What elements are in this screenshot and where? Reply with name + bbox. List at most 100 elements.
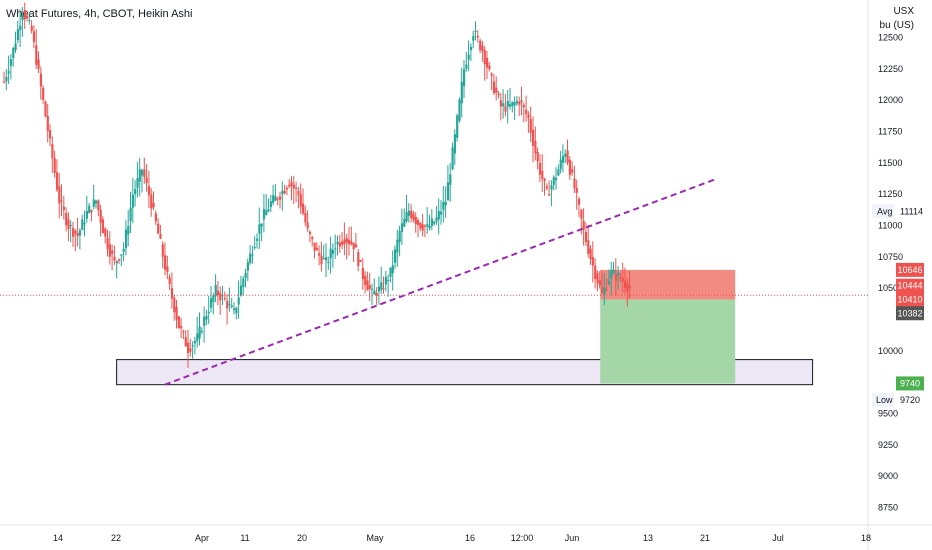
candle-body — [134, 189, 137, 195]
candle-body — [230, 305, 233, 307]
candle-body — [313, 242, 316, 251]
y-tick-label: 9250 — [878, 440, 898, 450]
low-label: Low — [876, 395, 893, 405]
candle-body — [5, 76, 8, 82]
candle-body — [361, 267, 364, 280]
last-price-tag: 10444 — [897, 281, 922, 291]
candle-body — [154, 213, 157, 222]
trendline[interactable] — [164, 177, 718, 386]
candle-body — [21, 14, 24, 21]
candle-body — [161, 244, 164, 257]
target-price-tag: 9740 — [900, 378, 920, 388]
candle-body — [51, 144, 54, 159]
candle-body — [177, 316, 180, 328]
candle-body — [166, 266, 169, 273]
candle-body — [35, 45, 38, 65]
candle-body — [440, 211, 443, 215]
candle-body — [548, 194, 551, 196]
candle-body — [511, 101, 514, 107]
unit-label-2: bu (US) — [879, 20, 914, 31]
candle-body — [16, 29, 19, 41]
candle-body — [288, 184, 291, 187]
candle-body — [463, 69, 466, 87]
candle-body — [497, 93, 500, 95]
candle-body — [458, 99, 461, 121]
take-profit-zone[interactable] — [600, 299, 736, 384]
candle-body — [589, 248, 592, 260]
candle-body — [196, 333, 199, 341]
stop-price-tag: 10646 — [897, 265, 922, 275]
candle-body — [587, 240, 590, 254]
candle-body — [272, 195, 275, 203]
x-tick-label: Apr — [195, 533, 209, 543]
candle-body — [368, 285, 371, 289]
y-tick-label: 10500 — [878, 283, 903, 293]
candle-body — [95, 200, 98, 204]
stop-price-tag-bg — [896, 262, 924, 277]
candle-body — [561, 156, 565, 163]
candle-body — [624, 280, 627, 288]
candle-body — [58, 186, 61, 204]
x-tick-label: 21 — [700, 533, 710, 543]
candle-body — [460, 81, 463, 104]
candle-body — [78, 230, 82, 236]
candle-body — [348, 239, 351, 245]
chart-title: Wheat Futures, 4h, CBOT, Heikin Ashi — [6, 8, 193, 20]
candle-body — [442, 202, 445, 210]
candle-body — [246, 262, 249, 271]
candle-body — [327, 261, 330, 264]
y-tick-label: 12500 — [878, 33, 903, 43]
candle-body — [26, 15, 29, 19]
y-tick-label: 11500 — [878, 158, 902, 168]
candle-body — [198, 326, 201, 339]
candle-body — [518, 101, 521, 105]
candle-body — [345, 238, 348, 243]
candle-body — [306, 222, 309, 229]
candle-body — [44, 101, 47, 117]
candle-body — [449, 174, 452, 185]
y-tick-label: 9000 — [878, 471, 898, 481]
candle-body — [92, 199, 95, 207]
candle-body — [269, 201, 272, 208]
candle-body — [336, 241, 339, 245]
candle-body — [122, 248, 125, 252]
x-tick-label: 18 — [861, 533, 871, 543]
candle-body — [168, 277, 171, 285]
candle-body — [426, 223, 429, 227]
candle-body — [391, 265, 394, 274]
avg-label-bg — [872, 204, 894, 219]
candle-body — [30, 26, 33, 31]
candle-body — [318, 253, 321, 256]
candle-body — [407, 210, 410, 216]
candle-body — [626, 283, 629, 292]
candle-body — [212, 295, 215, 302]
candle-body — [614, 274, 617, 281]
candle-body — [200, 330, 203, 333]
candle-body — [366, 280, 369, 291]
candle-body — [131, 194, 134, 208]
candle-body — [136, 178, 139, 188]
candle-body — [525, 109, 528, 115]
candle-body — [320, 255, 323, 265]
candle-body — [311, 237, 314, 240]
candle-body — [522, 104, 525, 108]
candle-body — [182, 331, 185, 333]
candle-body — [292, 184, 295, 189]
candle-body — [164, 255, 167, 270]
candle-body — [295, 187, 298, 189]
candle-body — [281, 190, 284, 195]
candle-body — [279, 196, 282, 200]
entry-price-tag-bg — [896, 292, 924, 307]
y-tick-label: 8750 — [878, 502, 898, 512]
candle-body — [124, 229, 128, 249]
candle-body — [403, 218, 406, 227]
x-tick-label: 11 — [240, 533, 249, 543]
candle-body — [53, 158, 56, 173]
candle-body — [532, 130, 535, 146]
candle-body — [591, 257, 594, 266]
candle-body — [538, 162, 542, 175]
candle-body — [226, 300, 229, 309]
candle-body — [566, 150, 569, 163]
candle-body — [244, 273, 247, 279]
